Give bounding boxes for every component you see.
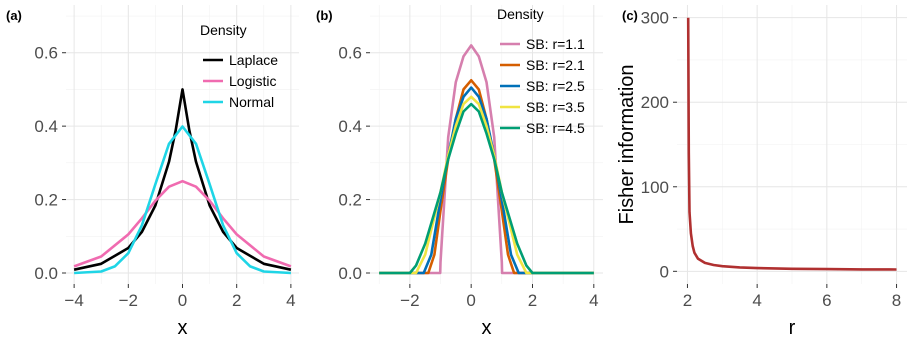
legend-label: Logistic [229,73,276,89]
y-tick-label: 100 [641,178,669,197]
series-line-normal [74,125,291,275]
x-tick-label: 4 [286,291,295,310]
legend-label: SB: r=4.5 [526,120,585,136]
x-tick-label: 4 [752,291,761,310]
x-tick-label: 0 [466,291,475,310]
x-tick-label: 6 [822,291,831,310]
legend-label: SB: r=3.5 [526,99,585,115]
y-tick-label: 0.4 [338,117,362,136]
legend-label: Laplace [229,52,278,68]
legend-title: Density [200,22,247,38]
x-axis-title: x [482,317,492,339]
x-tick-label: 2 [232,291,241,310]
y-tick-label: 0.2 [338,191,362,210]
series-line-logistic [73,179,292,268]
y-tick-label: 0.0 [34,264,58,283]
x-tick-label: 4 [589,291,598,310]
legend-label: Normal [229,94,274,110]
x-tick-label: −2 [119,291,138,310]
series-line [686,17,897,271]
x-axis-title: x [178,317,188,339]
legend: Density SB: r=1.1 SB: r=2.1 SB: r=2.5 SB: r=… [497,6,585,136]
grid [66,5,299,284]
x-tick-label: −2 [400,291,419,310]
panel-tag: (a) [6,8,22,23]
series-line-sb-r-1-1 [379,44,594,275]
y-tick-label: 0.6 [338,44,362,63]
legend-label: SB: r=2.1 [526,57,585,73]
x-tick-label: 8 [892,291,901,310]
panel-tag: (b) [316,8,333,23]
series-line-sb-r-2-5 [379,86,594,275]
panel-a: −4 −2 0 2 4 0.0 0.2 0.4 0.6 x (a) Density Laplace Log… [6,5,299,339]
y-tick-label: 300 [641,9,669,28]
legend-label: SB: r=2.5 [526,78,585,94]
x-axis-title: r [789,317,796,339]
series-line-sb-r-4-5 [379,102,594,275]
y-tick-label: 0.0 [338,264,362,283]
x-tick-label: 2 [528,291,537,310]
y-axis-title: Fisher information [616,64,638,224]
x-tick-label: 0 [178,291,187,310]
grid [677,5,907,284]
y-tick-label: 0 [660,262,669,281]
panel-b: −2 0 2 4 0.0 0.2 0.4 0.6 x (b) Density SB: r=1.1 SB:… [316,5,603,339]
y-tick-label: 0.2 [34,191,58,210]
y-tick-label: 0.4 [34,117,58,136]
legend-label: SB: r=1.1 [526,36,585,52]
legend: Density Laplace Logistic Normal [200,22,278,110]
y-tick-label: 0.6 [34,44,58,63]
x-tick-label: −4 [64,291,83,310]
legend-title: Density [497,6,544,22]
y-tick-label: 200 [641,93,669,112]
series-line-sb-r-2-1 [379,79,594,275]
x-tick-label: 2 [683,291,692,310]
panel-c: 2 4 6 8 0 100 200 300 r Fisher information (c) [616,5,907,339]
series-line-sb-r-3-5 [379,95,594,275]
panel-tag: (c) [622,8,638,23]
